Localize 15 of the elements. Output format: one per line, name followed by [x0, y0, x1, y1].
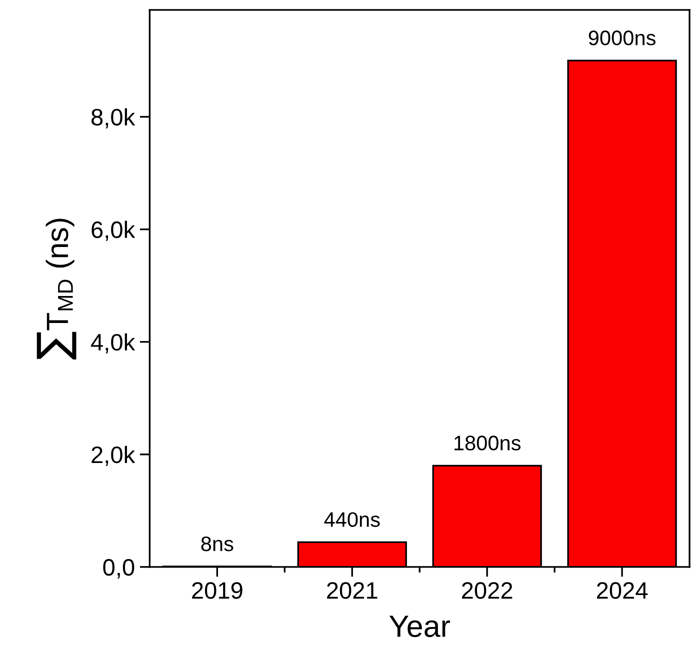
y-axis-title: ∑T$_{MD}$ (ns): [36, 218, 76, 360]
x-axis-title: Year: [389, 616, 450, 638]
data-label: 440ns: [324, 512, 380, 527]
y-tick-label: 0,0: [103, 559, 134, 579]
x-tick-label: 2019: [192, 582, 242, 599]
y-tick-label: 6,0k: [92, 220, 136, 241]
x-tick-label: 2021: [327, 582, 378, 599]
data-label: 1800ns: [454, 436, 521, 450]
x-tick-label: 2022: [462, 582, 512, 599]
y-tick-label: 8,0k: [92, 108, 136, 128]
x-tick-label: 2024: [596, 582, 648, 599]
data-label: 8ns: [201, 536, 234, 552]
y-tick-label: 2,0k: [92, 446, 136, 466]
y-tick-label: 4,0k: [91, 333, 136, 354]
data-label: 9000ns: [588, 30, 656, 46]
